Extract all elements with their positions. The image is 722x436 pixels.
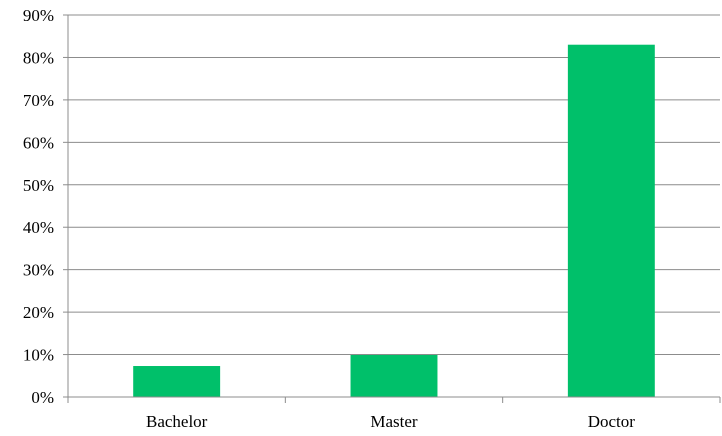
y-tick-label: 30%: [23, 261, 54, 280]
y-tick-label: 10%: [23, 346, 54, 365]
y-tick-label: 70%: [23, 91, 54, 110]
bars: [133, 44, 655, 397]
x-category-label: Master: [370, 412, 418, 431]
y-tick-label: 40%: [23, 218, 54, 237]
bar-doctor: [567, 44, 655, 397]
x-tick-labels: Bachelor Master Doctor: [146, 412, 635, 431]
y-tick-labels: 0% 10% 20% 30% 40% 50% 60% 70% 80% 90%: [23, 6, 54, 407]
y-tick-label: 50%: [23, 176, 54, 195]
x-category-label: Bachelor: [146, 412, 208, 431]
x-category-label: Doctor: [588, 412, 636, 431]
axes: [63, 14, 721, 403]
y-tick-label: 60%: [23, 133, 54, 152]
y-tick-label: 20%: [23, 303, 54, 322]
y-tick-label: 90%: [23, 6, 54, 25]
y-tick-label: 0%: [31, 388, 54, 407]
y-tick-label: 80%: [23, 48, 54, 67]
gridlines: [68, 14, 720, 356]
bar-master: [350, 354, 438, 397]
bar-bachelor: [133, 366, 221, 397]
